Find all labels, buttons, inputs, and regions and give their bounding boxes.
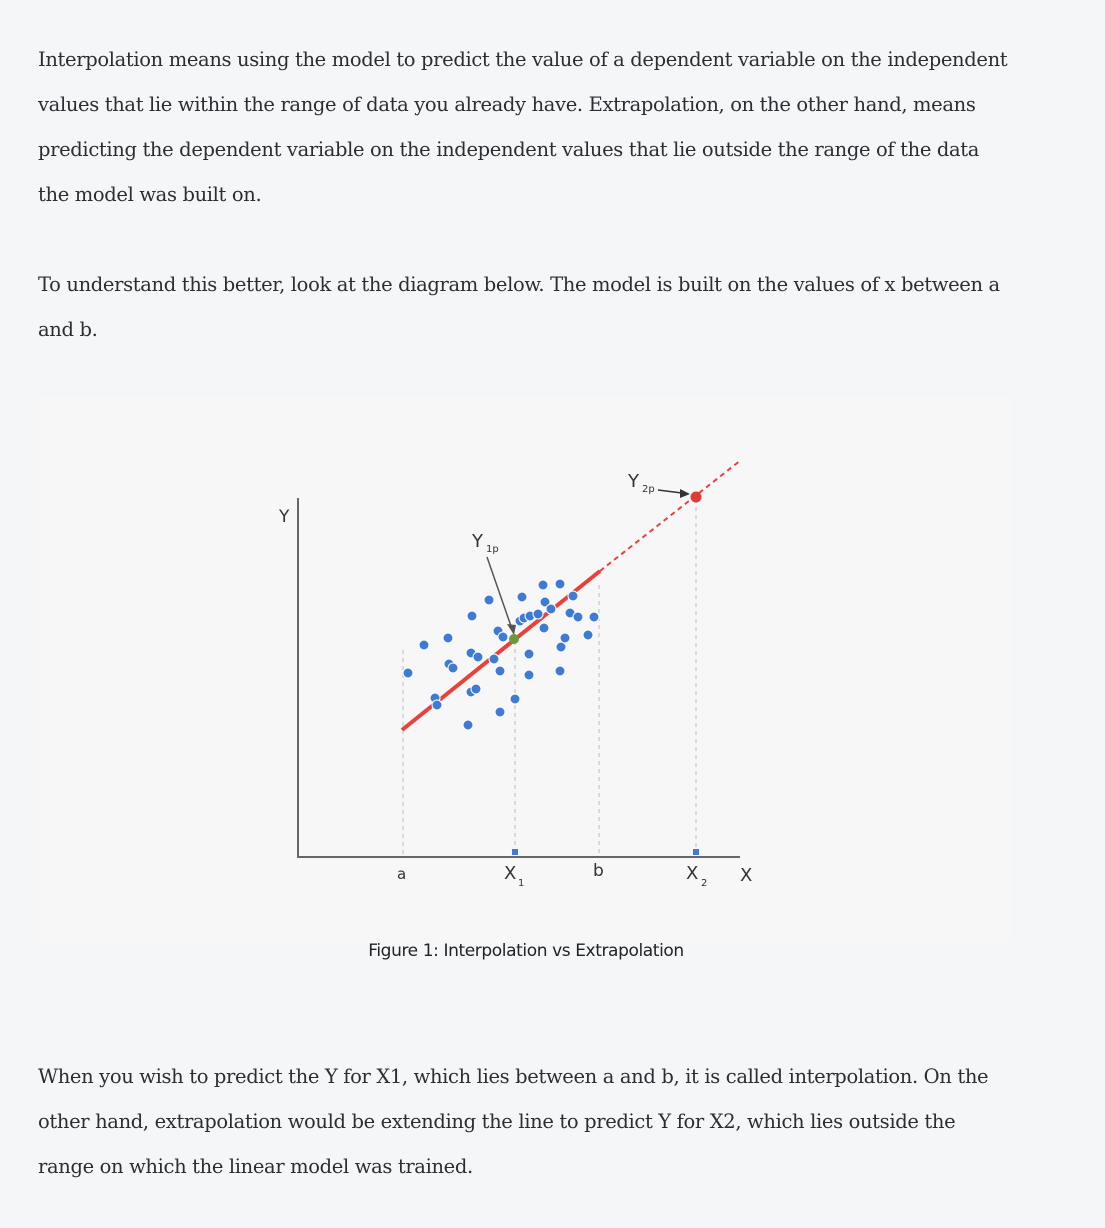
data-point <box>582 629 594 641</box>
data-point <box>472 651 484 663</box>
extrapolation-line <box>599 459 742 572</box>
label-x1-subscript: 1 <box>518 878 524 889</box>
data-point <box>516 591 528 603</box>
label-y1p-subscript: 1p <box>486 544 499 555</box>
data-point <box>466 610 478 622</box>
data-point <box>532 608 544 620</box>
paragraph-interpolation-definition: Interpolation means using the model to p… <box>38 48 1008 206</box>
paragraph-interpolation-explanation: When you wish to predict the Y for X1, w… <box>38 1065 989 1178</box>
data-point <box>572 611 584 623</box>
data-point <box>559 632 571 644</box>
data-point <box>567 590 579 602</box>
label-y2p-subscript: 2p <box>642 484 655 495</box>
figure-interpolation-extrapolation: Y X a b X 1 X 2 Y 1p Y 2p <box>38 395 1013 942</box>
arrow-icon <box>657 489 690 498</box>
data-point <box>494 706 506 718</box>
interpolated-point-y1p <box>509 634 519 644</box>
y-axis-label: Y <box>278 507 290 527</box>
x-axis-label: X <box>740 865 752 886</box>
data-point <box>442 632 454 644</box>
data-point <box>483 594 495 606</box>
data-point <box>588 611 600 623</box>
tick-x2 <box>693 849 699 855</box>
label-y2p: Y <box>627 471 640 492</box>
data-points <box>402 578 600 731</box>
paragraph-diagram-intro: To understand this better, look at the d… <box>38 273 1000 341</box>
data-point <box>509 693 521 705</box>
extrapolated-point-y2p <box>690 491 702 503</box>
data-point <box>447 662 459 674</box>
data-point <box>554 578 566 590</box>
data-point <box>418 639 430 651</box>
label-x2-subscript: 2 <box>701 878 707 889</box>
data-point <box>494 665 506 677</box>
data-point <box>462 719 474 731</box>
arrow-icon <box>486 556 516 635</box>
data-point <box>537 579 549 591</box>
label-b: b <box>593 861 604 881</box>
data-point <box>402 667 414 679</box>
label-a: a <box>397 865 406 883</box>
label-y1p: Y <box>471 531 484 552</box>
figure-caption: Figure 1: Interpolation vs Extrapolation <box>368 941 684 961</box>
data-point <box>539 596 551 608</box>
data-point <box>554 665 566 677</box>
data-point <box>538 622 550 634</box>
diagram-svg: Y X a b X 1 X 2 Y 1p Y 2p <box>278 459 752 889</box>
tick-x1 <box>512 849 518 855</box>
data-point <box>523 669 535 681</box>
data-point <box>488 653 500 665</box>
data-point <box>470 683 482 695</box>
data-point <box>545 603 557 615</box>
data-point <box>523 648 535 660</box>
data-point <box>555 641 567 653</box>
data-point <box>431 699 443 711</box>
label-x1: X <box>504 863 516 884</box>
data-point <box>497 631 509 643</box>
label-x2: X <box>686 863 698 884</box>
